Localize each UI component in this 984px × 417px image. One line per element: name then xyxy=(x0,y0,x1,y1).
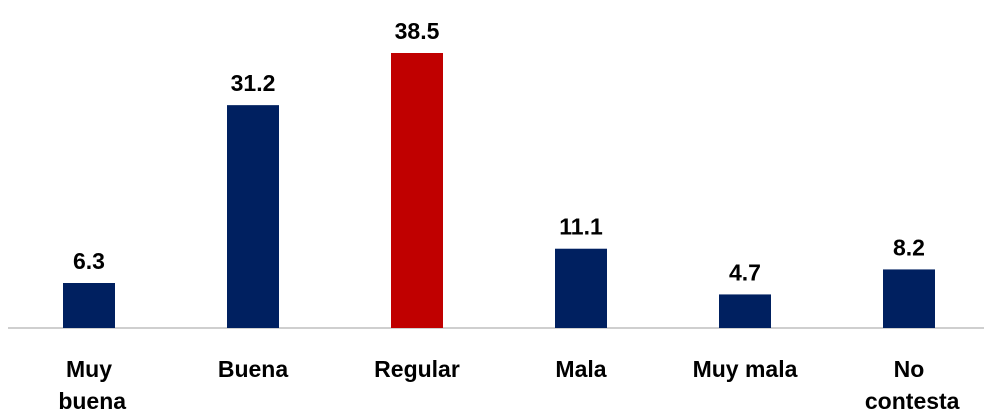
x-tick-label: No contesta xyxy=(859,356,960,414)
bar xyxy=(391,53,443,328)
bar xyxy=(227,105,279,329)
value-label: 8.2 xyxy=(893,234,925,260)
value-label: 11.1 xyxy=(559,214,603,240)
value-label: 38.5 xyxy=(395,18,440,44)
x-tick-label: Mala xyxy=(555,356,606,382)
value-label: 4.7 xyxy=(729,259,761,285)
x-tick-label: Muy mala xyxy=(693,356,798,382)
bar xyxy=(63,283,115,328)
bar xyxy=(883,269,935,328)
value-label: 6.3 xyxy=(73,248,105,274)
x-tick-label: Regular xyxy=(374,356,460,382)
value-label: 31.2 xyxy=(231,70,276,96)
bar xyxy=(555,248,607,328)
x-tick-label: Buena xyxy=(218,356,289,382)
x-tick-label: Muy buena xyxy=(52,356,126,414)
bar xyxy=(719,294,771,328)
